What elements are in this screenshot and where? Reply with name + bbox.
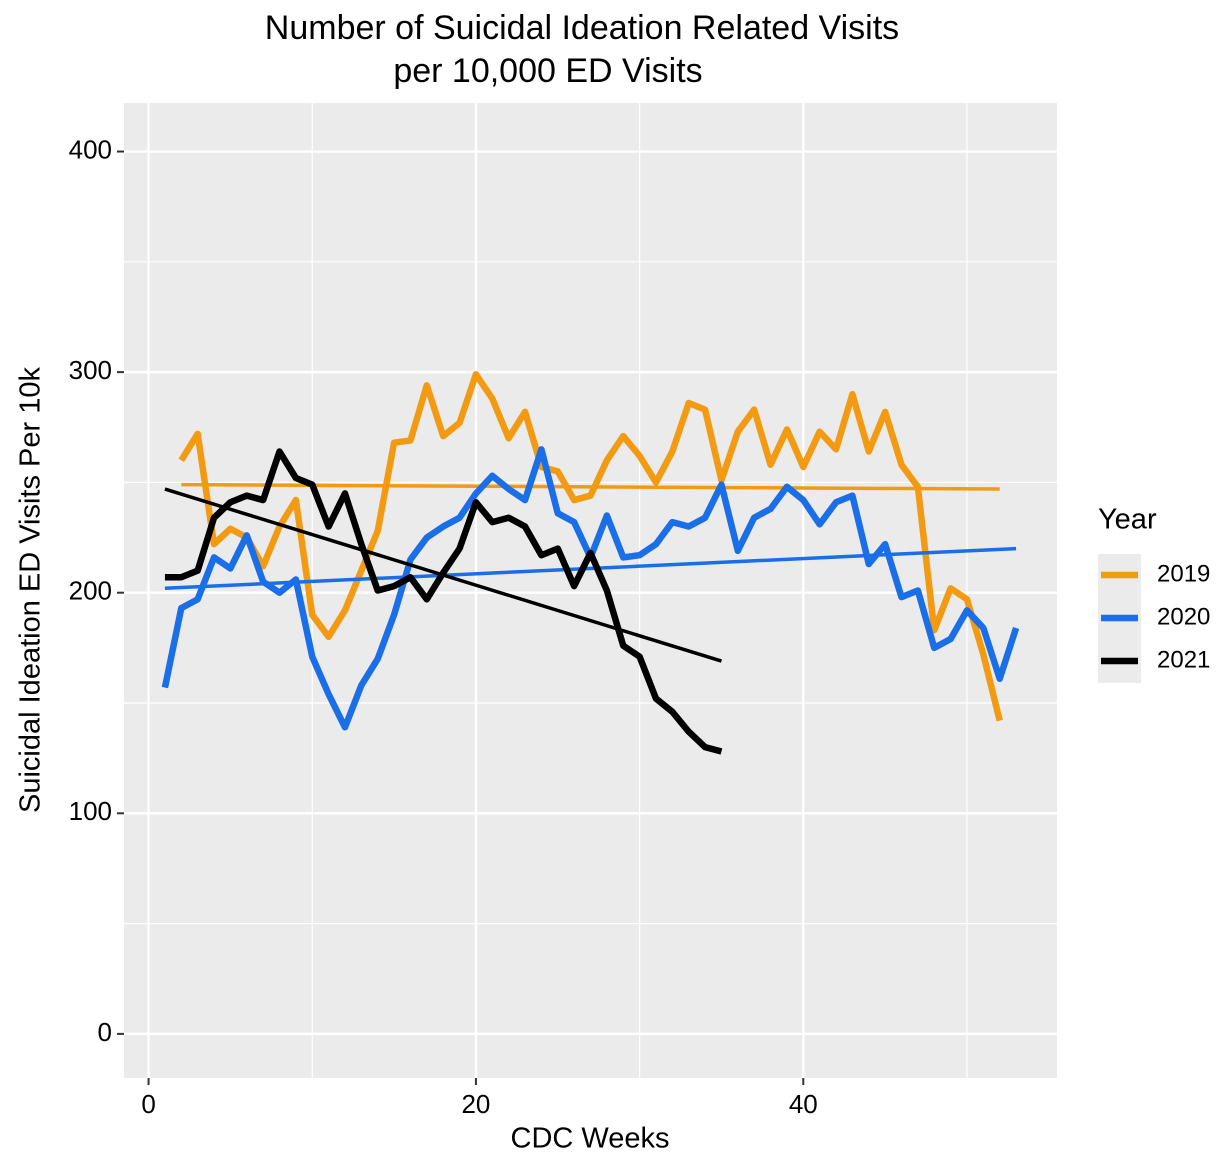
legend-label: 2019 bbox=[1157, 560, 1210, 587]
x-axis-title: CDC Weeks bbox=[511, 1123, 670, 1155]
legend-label: 2021 bbox=[1157, 646, 1210, 673]
trend-line bbox=[164, 487, 722, 663]
x-tick-label: 0 bbox=[141, 1089, 155, 1119]
legend-label: 2020 bbox=[1157, 603, 1210, 630]
y-tick-label: 100 bbox=[69, 796, 112, 826]
trend-line bbox=[164, 546, 1017, 591]
trend-line bbox=[181, 482, 1000, 491]
y-axis-title: Suicidal Ideation ED Visits Per 10k bbox=[15, 367, 47, 813]
x-tick-label: 20 bbox=[461, 1089, 490, 1119]
y-tick-label: 0 bbox=[98, 1017, 112, 1047]
chart-title: per 10,000 ED Visits bbox=[393, 52, 702, 90]
data-line bbox=[178, 371, 1003, 722]
legend-title: Year bbox=[1098, 504, 1157, 536]
data-line bbox=[164, 448, 723, 755]
chart-title: Number of Suicidal Ideation Related Visi… bbox=[265, 9, 899, 47]
y-tick-label: 400 bbox=[69, 134, 112, 164]
y-tick-label: 300 bbox=[69, 355, 112, 385]
y-tick-label: 200 bbox=[69, 576, 112, 606]
x-tick-label: 40 bbox=[789, 1089, 818, 1119]
